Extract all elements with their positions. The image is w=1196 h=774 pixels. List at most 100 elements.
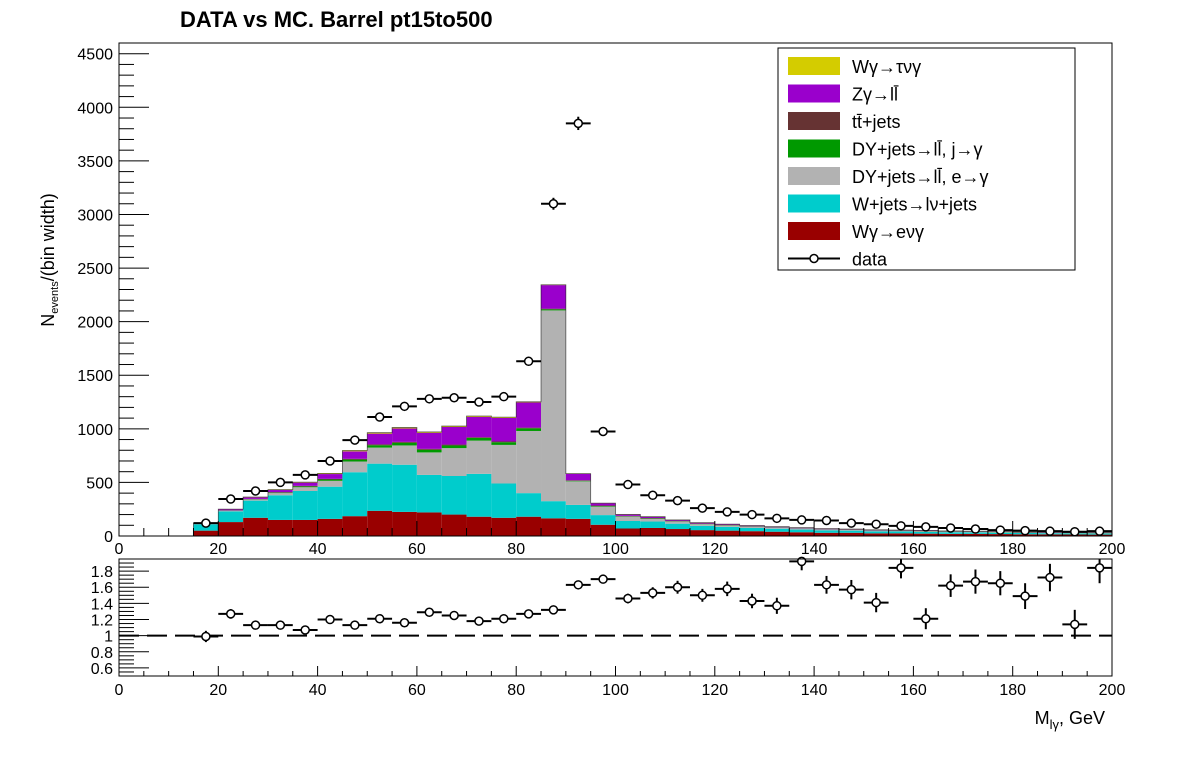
bar-DY_egam-19 [665, 521, 690, 524]
y-tick-label: 3000 [77, 207, 113, 224]
bar-Wg_enug-0 [193, 530, 219, 536]
bar-Wg_enug-20 [689, 530, 715, 536]
bar-Wg_enug-23 [764, 531, 790, 536]
bar-Wg_enug-10 [441, 514, 467, 536]
bar-ttjets-10 [441, 444, 467, 446]
x-tick-label: 0 [115, 541, 124, 558]
data-point [1087, 526, 1112, 536]
data-point [292, 470, 318, 480]
bar-Wjets-4 [292, 490, 318, 520]
legend-swatch-DY_jgam [788, 139, 840, 158]
legend-label-DY_egam: DY+jets→ll̄, e→γ [852, 167, 989, 187]
ratio-y-tick-label: 1.2 [91, 613, 113, 630]
bar-Wg_enug-14 [541, 518, 566, 536]
data-point [888, 521, 914, 531]
data-point [367, 412, 393, 422]
ratio-y-tick-label: 0.8 [91, 645, 113, 662]
bar-DY_jgam-10 [441, 445, 467, 449]
ratio-point [466, 616, 492, 626]
data-point [838, 518, 864, 528]
chart-title: DATA vs MC. Barrel pt15to500 [180, 7, 493, 32]
bar-Zgamma-4 [292, 482, 318, 486]
stack-outline [193, 284, 1112, 536]
ratio-x-tick-label: 200 [1099, 682, 1126, 699]
x-axis-title-sub: lγ [1050, 717, 1060, 732]
y-axis-title-rest: /(bin width) [38, 193, 58, 281]
ratio-y-tick-label: 1.6 [91, 580, 113, 597]
ratio-point [689, 588, 715, 602]
bar-DY_jgam-6 [342, 459, 368, 462]
data-point [392, 401, 417, 412]
bar-Wg_enug-3 [267, 519, 293, 536]
bar-Wjets-7 [367, 463, 393, 511]
ratio-point [416, 607, 442, 618]
bar-Wg_enug-31 [963, 533, 988, 536]
main-x-axis: 0 20 40 60 80 100 120 140 160 180 200 [115, 521, 1126, 558]
x-tick-label: 200 [1099, 541, 1126, 558]
bar-DY_egam-5 [317, 480, 343, 487]
bar-Wg_enug-21 [714, 530, 740, 536]
data-point [863, 519, 889, 529]
ratio-x-tick-label: 100 [602, 682, 629, 699]
ratio-x-tick-label: 180 [999, 682, 1026, 699]
bar-Wg_enug-12 [491, 517, 517, 536]
bar-DY_egam-21 [714, 525, 740, 527]
bar-DY_jgam-3 [267, 492, 293, 494]
bar-Zgamma-21 [714, 524, 740, 525]
bar-Wg_enug-26 [838, 532, 864, 536]
bar-Wjets-9 [416, 474, 442, 513]
y-tick-label: 4500 [77, 47, 113, 64]
data-point [342, 435, 368, 445]
bar-DY_egam-28 [888, 530, 914, 532]
bar-Wjets-3 [267, 495, 293, 520]
bar-Wg_taunug-9 [416, 431, 442, 433]
bar-Wg_enug-11 [466, 516, 492, 536]
data-point [218, 494, 244, 504]
bar-DY_egam-23 [764, 527, 790, 529]
bar-DY_egam-24 [789, 528, 815, 530]
bar-DY_egam-20 [689, 524, 715, 526]
bar-Zgamma-9 [416, 432, 442, 449]
bar-DY_egam-16 [590, 506, 616, 516]
y-tick-label: 4000 [77, 100, 113, 117]
bar-Wg_taunug-7 [367, 432, 393, 434]
ratio-point [640, 587, 666, 599]
data-point [665, 495, 690, 506]
bar-Wjets-6 [342, 472, 368, 517]
data-point [1037, 526, 1063, 536]
bar-Wg_enug-24 [789, 532, 815, 536]
y-tick-label: 2500 [77, 261, 113, 278]
y-tick-label: 3500 [77, 154, 113, 171]
bar-Wg_enug-25 [814, 532, 839, 536]
bar-Wg_enug-2 [243, 517, 268, 536]
x-tick-label: 180 [999, 541, 1026, 558]
bar-ttjets-13 [516, 427, 542, 429]
bar-Wjets-10 [441, 475, 467, 515]
bar-DY_egam-4 [292, 487, 318, 491]
bar-Zgamma-18 [640, 516, 666, 518]
data-point [541, 197, 566, 210]
data-point [789, 515, 815, 525]
ratio-x-tick-label: 140 [801, 682, 828, 699]
legend-label-Wjets: W+jets→lν+jets [852, 195, 977, 215]
ratio-point [243, 620, 268, 630]
x-tick-label: 80 [507, 541, 525, 558]
data-point [267, 477, 293, 488]
bar-ttjets-9 [416, 448, 442, 450]
bar-ttjets-12 [491, 441, 517, 443]
bar-Wg_enug-8 [392, 511, 417, 536]
bar-DY_jgam-15 [565, 480, 591, 482]
x-axis-title-rest: , GeV [1059, 708, 1105, 728]
ratio-x-tick-label: 20 [209, 682, 227, 699]
legend-label-Wg_taunug: Wγ→τνγ [852, 57, 921, 77]
ratio-point [342, 620, 368, 630]
bar-Zgamma-22 [739, 525, 765, 527]
bar-Wjets-30 [938, 532, 964, 534]
ratio-x-tick-label: 0 [115, 682, 124, 699]
ratio-point [987, 571, 1013, 596]
y-tick-label: 500 [86, 475, 113, 492]
y-tick-label: 1500 [77, 368, 113, 385]
ratio-point [938, 574, 964, 597]
legend-swatch-Wg_taunug [788, 57, 840, 75]
data-point [764, 513, 790, 524]
